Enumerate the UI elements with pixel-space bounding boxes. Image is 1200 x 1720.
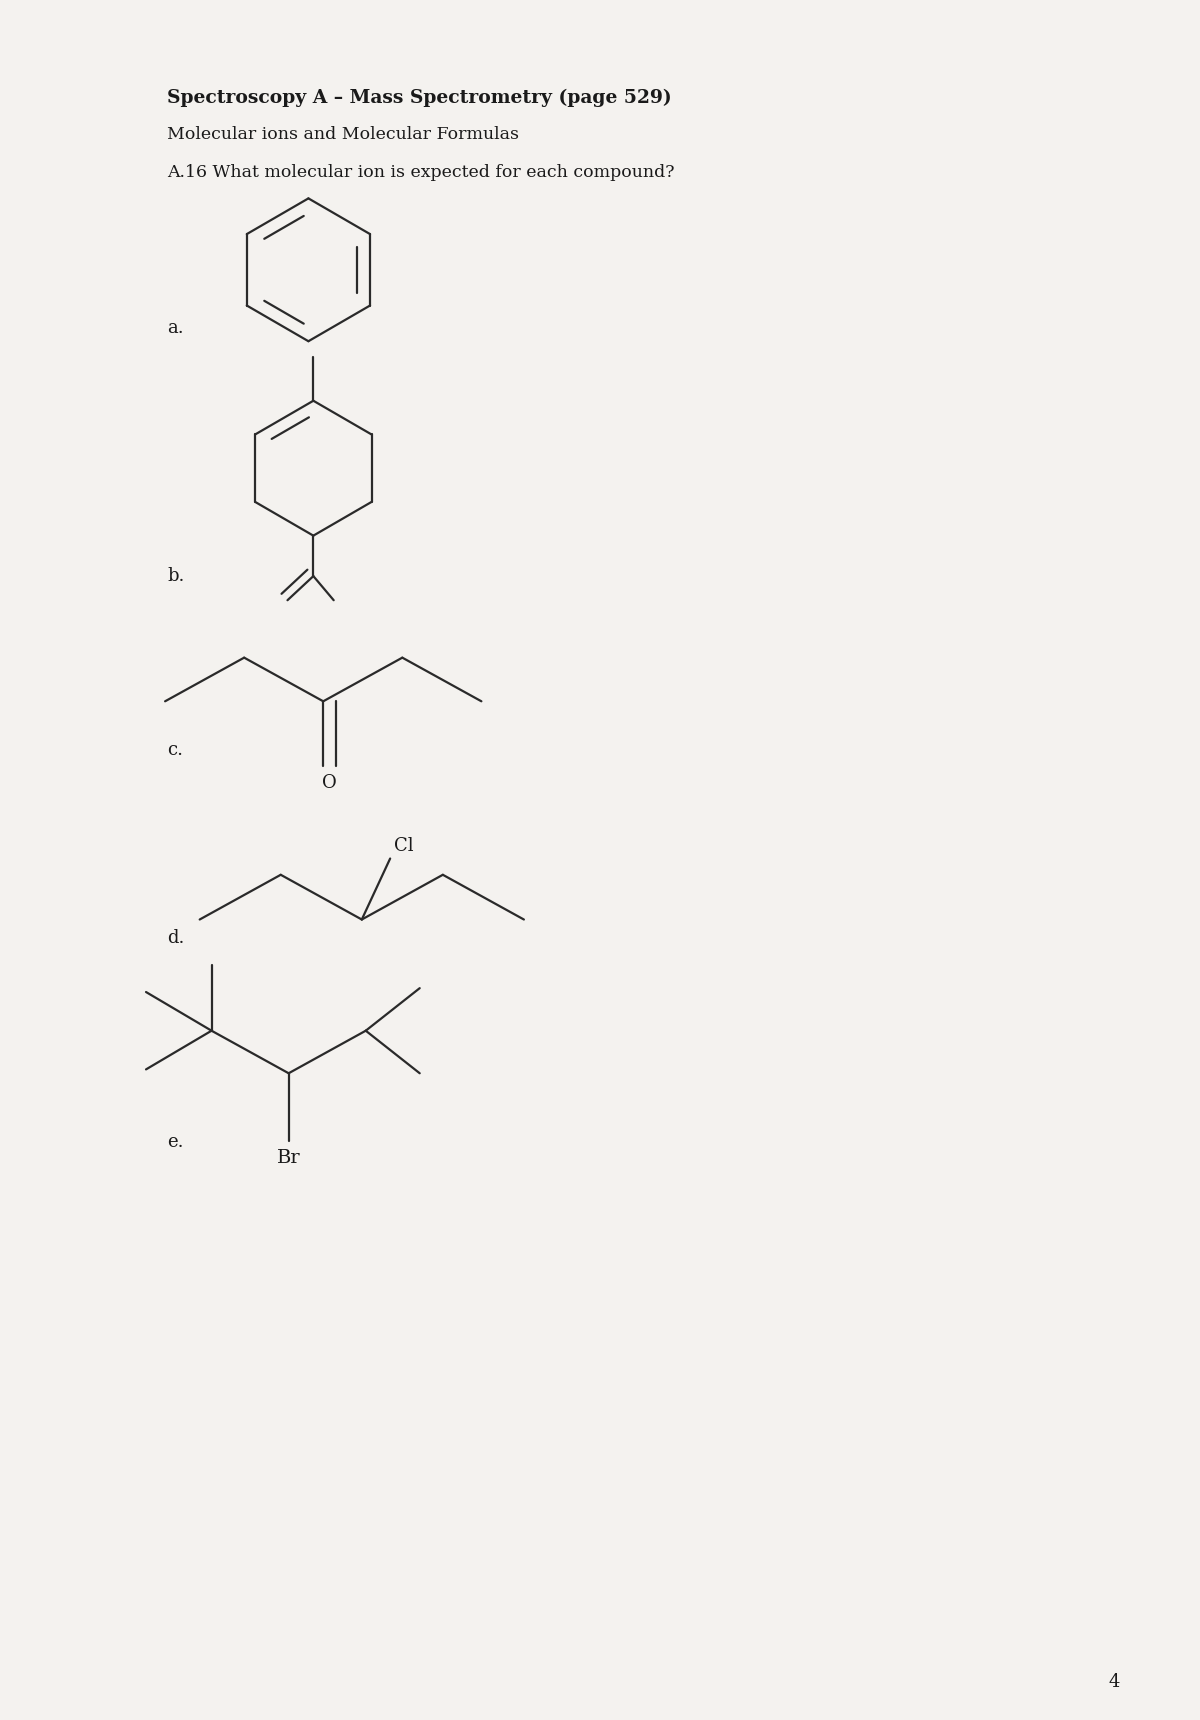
Text: c.: c. xyxy=(167,741,184,759)
Text: e.: e. xyxy=(167,1133,184,1151)
Text: d.: d. xyxy=(167,929,185,948)
Text: Spectroscopy A – Mass Spectrometry (page 529): Spectroscopy A – Mass Spectrometry (page… xyxy=(167,89,672,107)
Text: Molecular ions and Molecular Formulas: Molecular ions and Molecular Formulas xyxy=(167,126,520,143)
Text: A.16 What molecular ion is expected for each compound?: A.16 What molecular ion is expected for … xyxy=(167,163,674,181)
Text: Cl: Cl xyxy=(394,836,414,855)
Text: 4: 4 xyxy=(1109,1674,1120,1691)
Text: O: O xyxy=(323,774,337,791)
Text: a.: a. xyxy=(167,320,184,337)
Text: b.: b. xyxy=(167,568,185,585)
Text: Br: Br xyxy=(277,1149,300,1166)
